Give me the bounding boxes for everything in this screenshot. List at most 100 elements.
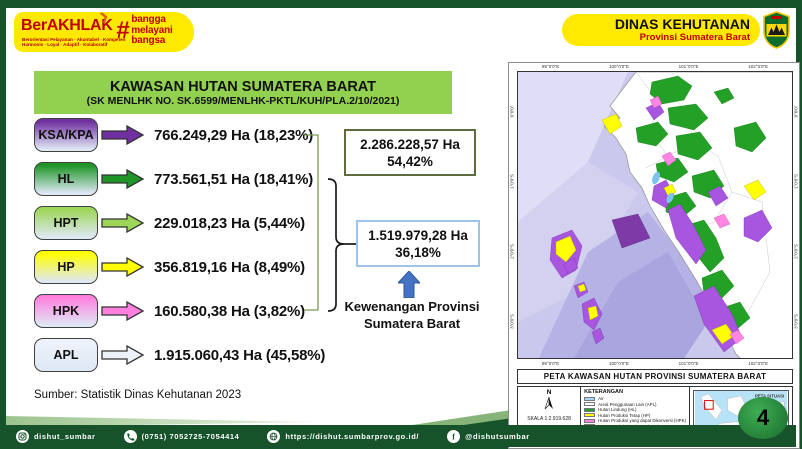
row-apl: APL 1.915.060,43 Ha (45,58%) [34,338,325,372]
main-title: KAWASAN HUTAN SUMATERA BARAT [109,78,377,95]
province-authority-box: 1.519.979,28 Ha 36,18% [356,220,480,267]
row-hp: HP 356.819,16 Ha (8,49%) [34,250,305,284]
category-badge: HL [34,162,98,196]
right-arrow-icon [101,125,145,145]
phone-icon [123,429,137,443]
north-arrow-icon [544,396,554,410]
coord-label: 2°0'0"S [793,244,799,259]
right-arrow-icon [101,257,145,277]
legend-swatch [584,413,596,418]
footer-website: https://dishut.sumbarprov.go.id/ [267,429,420,443]
coord-label: 0°0'0" [509,105,515,118]
scale-text: SKALA 1:2.919.628 [527,416,571,422]
phone-number: (0751) 7052725-7054414 [141,431,240,441]
category-badge: HPT [34,206,98,240]
inset-map-title: PETA SITUASI [755,394,784,399]
berakhlak-tagline-line1: Berorientasi Pelayanan · Akuntabel · Kom… [22,37,126,42]
right-arrow-icon [101,345,145,365]
row-hpk: HPK 160.580,38 Ha (3,82%) [34,294,305,328]
total-forest-box: 2.286.228,57 Ha 54,42% [344,129,476,176]
bangga-line2: melayani [131,24,173,36]
coord-label: 102°0'0"E [748,64,769,69]
footer-phone: (0751) 7052725-7054414 [123,429,240,443]
hashtag-icon: # [116,16,130,44]
legend-item: Hutan Produksi Tetap (HP) [584,413,686,419]
category-value: 1.915.060,43 Ha (45,58%) [154,346,326,364]
coord-label: 1°0'0"S [793,174,799,189]
total-forest-percent: 54,42% [387,153,433,169]
coord-label: 101°0'0"E [678,64,699,69]
province-authority-area: 1.519.979,28 Ha [368,227,468,243]
footer-contact-bar: dishut_sumbar (0751) 7052725-7054414 htt… [6,425,796,447]
province-authority-percent: 36,18% [395,244,441,260]
category-value: 356.819,16 Ha (8,49%) [154,258,305,276]
berakhlak-title: BerAKHLAK [21,17,113,34]
legend-item: Air [584,396,686,402]
category-badge: HP [34,250,98,284]
forest-map-graphic [518,72,792,358]
category-value: 160.580,38 Ha (3,82%) [154,302,305,320]
website-url: https://dishut.sumbarprov.go.id/ [285,431,420,441]
legend-swatch [584,402,596,407]
legend-title: KETERANGAN [584,389,623,395]
category-badge: HPK [34,294,98,328]
right-arrow-icon [101,301,145,321]
agency-subtitle: Provinsi Sumatera Barat [639,32,750,43]
map-title: PETA KAWASAN HUTAN PROVINSI SUMATERA BAR… [517,369,793,384]
row-ksa-kpa: KSA/KPA 766.249,29 Ha (18,23%) [34,118,313,152]
category-value: 773.561,51 Ha (18,41%) [154,170,314,188]
coord-label: 99°0'0"E [541,361,560,366]
right-arrow-icon [101,169,145,189]
legend-item: Areal Penggunaan Lain (APL) [584,402,686,408]
page-number-badge: 4 [738,397,788,439]
province-authority-label-line2: Sumatera Barat [363,315,461,331]
source-note: Sumber: Statistik Dinas Kehutanan 2023 [34,389,242,401]
legend-label: Hutan Produksi yang dapat Dikonversi (HP… [598,418,686,424]
coord-label: 100°0'0"E [609,64,629,69]
coord-label: 102°0'0"E [748,361,769,366]
agency-badge: DINAS KEHUTANAN Provinsi Sumatera Barat [562,14,760,46]
legend-label: Hutan Lindung (HL) [598,407,637,413]
coord-label: 2°0'0"S [509,244,515,259]
total-forest-area: 2.286.228,57 Ha [360,136,460,152]
category-badge: APL [34,338,98,372]
coord-label: 3°0'0"S [509,314,515,329]
legend-label: Areal Penggunaan Lain (APL) [598,401,657,407]
coord-label: 1°0'0"S [509,174,515,189]
decor-wedge-left [6,416,316,427]
facebook-handle: @dishutsumbar [465,431,530,441]
main-subtitle: (SK MENLHK NO. SK.6599/MENLHK-PKTL/KUH/P… [86,94,400,107]
legend-swatch [584,418,596,423]
map-coords-bottom: 99°0'0"E 100°0'0"E 101°0'0"E 102°0'0"E [517,361,793,366]
legend-swatch [584,396,596,401]
main-title-box: KAWASAN HUTAN SUMATERA BARAT (SK MENLHK … [34,71,452,114]
legend-label: Air [598,396,604,402]
north-label: N [546,389,552,396]
globe-icon [267,429,281,443]
row-hpt: HPT 229.018,23 Ha (5,44%) [34,206,305,240]
coord-label: 3°0'0"S [793,314,799,329]
map-canvas [517,71,793,359]
coord-label: 101°0'0"E [678,361,699,366]
legend-swatch [584,407,596,412]
coord-label: 100°0'0"E [609,361,629,366]
bangga-line3: bangsa [131,35,166,46]
category-badge: KSA/KPA [34,118,98,152]
footer-instagram: dishut_sumbar [16,429,96,443]
legend-label: Hutan Produksi Tetap (HP) [598,412,651,418]
berakhlak-logo: BerAKHLAK ❯ Berorientasi Pelayanan · Aku… [14,11,194,52]
berakhlak-tagline: Berorientasi Pelayanan · Akuntabel · Kom… [22,37,125,48]
facebook-icon: f [447,429,461,443]
right-arrow-icon [101,213,145,233]
svg-text:f: f [452,432,455,440]
category-value: 229.018,23 Ha (5,44%) [154,214,305,232]
province-authority-label: Kewenangan Provinsi Sumatera Barat [324,299,500,332]
footer-facebook: f @dishutsumbar [447,429,530,443]
map-panel: 99°0'0"E 100°0'0"E 101°0'0"E 102°0'0"E 9… [508,62,800,449]
grouping-brackets [304,134,356,312]
legend-item: Hutan Lindung (HL) [584,407,686,413]
agency-title: DINAS KEHUTANAN [614,16,750,32]
bangga-line1: bangga [131,14,166,25]
bangga-text: bangga melayani bangsa [131,14,173,47]
legend-item: Hutan Produksi yang dapat Dikonversi (HP… [584,418,686,424]
